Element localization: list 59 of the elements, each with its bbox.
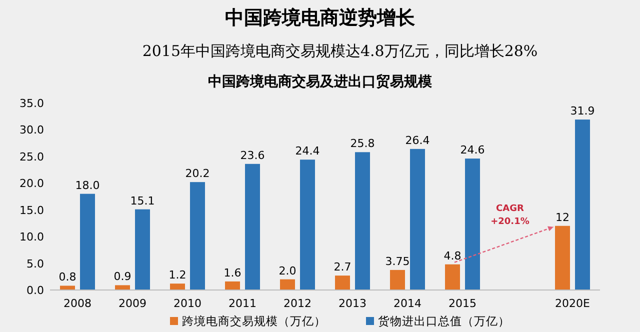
bar (170, 284, 185, 290)
chart-subtitle: 2015年中国跨境电商交易规模达4.8万亿元，同比增长28% (142, 42, 538, 60)
x-tick-label: 2008 (64, 297, 92, 310)
data-label: 24.4 (295, 144, 320, 158)
bar (300, 160, 315, 290)
bar (280, 279, 295, 290)
bar (465, 158, 480, 290)
y-tick-label: 35.0 (20, 97, 44, 110)
bar (245, 164, 260, 290)
x-tick-label: 2011 (228, 297, 256, 310)
data-label: 24.6 (460, 144, 485, 157)
x-tick-label: 2013 (338, 297, 366, 310)
data-label: 1.6 (224, 266, 242, 280)
data-label: 18.0 (75, 178, 100, 192)
y-tick-label: 15.0 (20, 204, 44, 217)
bar (390, 270, 405, 290)
data-label: 2.0 (278, 264, 296, 278)
data-label: 2.7 (334, 260, 352, 274)
bar (135, 209, 150, 290)
bar (335, 276, 350, 290)
data-label: 3.75 (385, 254, 410, 268)
x-tick-label: 2020E (555, 297, 590, 310)
data-label: 1.2 (168, 268, 186, 282)
bar (555, 226, 570, 290)
x-tick-label: 2015 (448, 297, 476, 310)
data-label: 15.1 (130, 194, 155, 208)
y-tick-label: 5.0 (26, 257, 44, 270)
bar (190, 182, 205, 290)
bar (60, 286, 75, 290)
bar (80, 194, 95, 290)
y-tick-label: 20.0 (20, 177, 44, 190)
data-label: 25.8 (350, 137, 375, 150)
bar (225, 281, 240, 290)
data-label: 0.8 (58, 270, 76, 284)
chart-title: 中国跨境电商逆势增长 (225, 7, 416, 29)
data-label: 12 (556, 210, 570, 224)
annotation: CAGR +20.1% (490, 204, 530, 227)
x-tick-label: 2012 (284, 297, 312, 310)
data-label: 31.9 (570, 104, 595, 118)
bar (115, 285, 130, 290)
y-tick-label: 30.0 (20, 124, 44, 137)
bar (410, 148, 425, 290)
data-label: 0.9 (114, 270, 132, 284)
data-label: 23.6 (240, 148, 265, 162)
bar (355, 152, 370, 290)
data-label: 20.2 (185, 167, 210, 180)
data-label: 26.4 (405, 134, 430, 147)
y-tick-label: 10.0 (20, 230, 44, 244)
y-tick-label: 25.0 (20, 150, 44, 164)
y-tick-label: 0.0 (26, 284, 44, 297)
legend-label: 跨境电商交易规模（万亿） (182, 314, 326, 328)
data-label: 4.8 (444, 249, 462, 262)
x-tick-label: 2009 (118, 297, 146, 310)
legend-label: 货物进出口总值（万亿） (378, 314, 510, 328)
text: 中国跨境电商交易及进出口贸易规模 (208, 73, 433, 90)
x-tick-label: 2010 (174, 297, 202, 310)
bar (575, 120, 590, 290)
x-tick-label: 2014 (394, 297, 422, 310)
bar (445, 264, 460, 290)
